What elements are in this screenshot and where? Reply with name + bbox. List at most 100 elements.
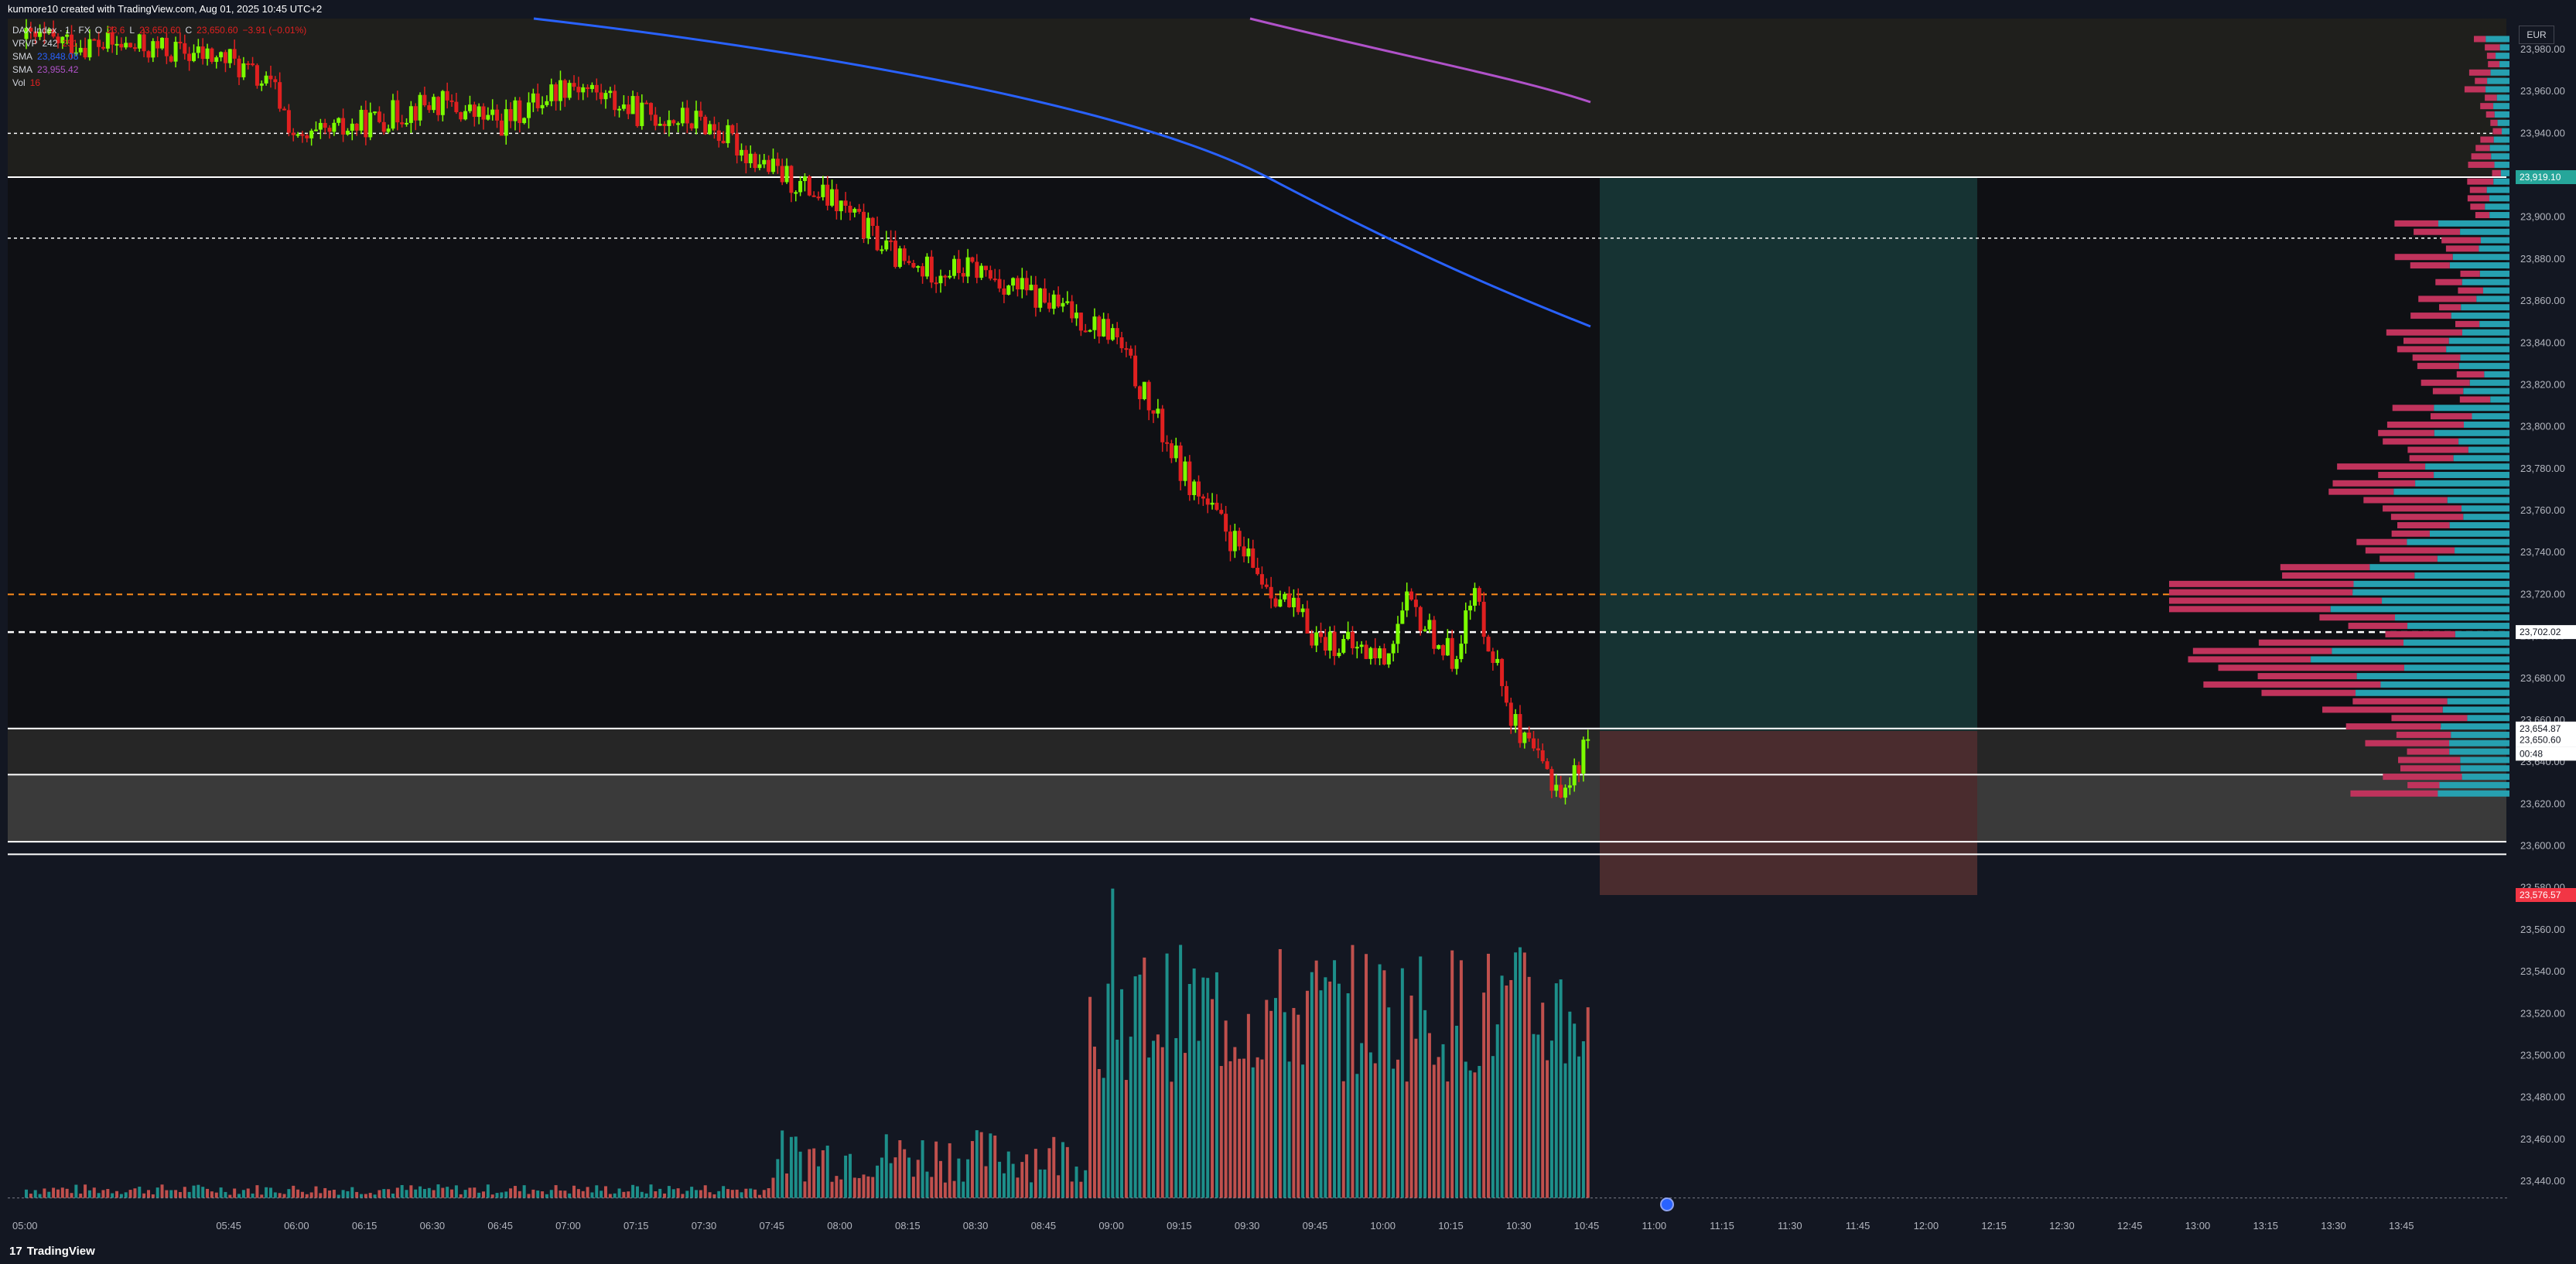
candle-body [101,46,105,49]
candle-body [653,114,658,126]
candle-body [770,159,775,173]
volume-bar [1256,1057,1259,1198]
volume-bar [1273,998,1277,1198]
candle-body [938,275,943,284]
volume-profile-bar-up [2453,455,2509,462]
symbol-label[interactable]: DAX Index · 1 · FX [12,25,91,36]
vrvp-value-b: 251 [62,38,78,49]
volume-bar [893,1157,897,1198]
volume-bar [87,1190,91,1198]
candle-body [1319,632,1324,637]
alert-marker-icon[interactable] [1660,1197,1674,1211]
candle-body [518,100,522,124]
candle-body [1540,750,1545,762]
candle-body [1011,278,1016,286]
volume-profile-bar-up [2455,630,2509,637]
volume-profile-bar-up [2425,463,2509,470]
volume-bar [1283,1012,1286,1198]
volume-bar [450,1189,454,1198]
time-tick-label: 08:30 [963,1220,989,1232]
legend-sma1-row[interactable]: SMA 23,848.08 [12,50,306,63]
volume-bar [952,1180,956,1198]
candle-body [1518,714,1522,743]
volume-bar [812,1148,816,1198]
candle-body [1070,301,1074,319]
candle-body [1359,644,1364,647]
candle-body [151,41,155,58]
volume-profile-bar-up [2494,111,2509,118]
candle-body [848,205,852,213]
candle-body [816,196,821,199]
candle-body [128,43,133,48]
volume-bar [617,1188,621,1198]
candle-body [440,91,445,115]
volume-profile-bar-up [2499,44,2509,51]
volume-profile-bar-down [2390,514,2464,521]
volume-profile-bar-down [2258,639,2403,646]
candle-body [1278,599,1283,607]
candle-body [1097,316,1102,336]
volume-bar [735,1189,739,1198]
candle-body [1006,285,1011,295]
candle-body [1228,531,1232,552]
price-tick-label: 23,480.00 [2520,1091,2565,1103]
volume-bar [545,1194,548,1198]
volume-bar [111,1193,114,1198]
volume-bar [871,1177,875,1198]
price-tick-label: 23,820.00 [2520,378,2565,390]
candle-body [753,153,757,169]
volume-profile-bar-down [2445,245,2479,252]
tradingview-logo[interactable]: 17 TradingView [9,1245,95,1258]
candle-body [716,130,721,142]
sma-price-label: 23,919.10 [2520,172,2561,183]
candle-body [1210,502,1215,505]
volume-bar [1432,1064,1436,1198]
volume-bar [857,1177,861,1198]
candle-body [169,56,173,62]
candle-body [857,209,862,212]
volume-profile-bar-up [2311,656,2509,663]
volume-bar [273,1192,277,1198]
candle-body [332,122,337,132]
candle-body [51,29,56,37]
volume-bar [916,1160,920,1198]
candle-body [1165,442,1170,444]
volume-profile-bar-up [2479,245,2509,252]
currency-button[interactable]: EUR [2519,26,2554,44]
candle-body [436,97,440,115]
candle-body [1124,348,1129,350]
candle-body [486,114,490,120]
candle-body [1092,316,1097,330]
volume-bar [595,1185,599,1198]
current-price-label: 23,650.60 [2520,734,2561,745]
candle-body [1513,714,1518,726]
candle-body [391,100,395,129]
candle-body [970,257,975,262]
legend-sma2-row[interactable]: SMA 23,955.42 [12,63,306,77]
time-tick-label: 13:30 [2321,1220,2346,1232]
volume-bar [1246,1013,1250,1198]
candle-body [1105,319,1110,340]
candle-body [1269,586,1273,599]
volume-bar [1541,1003,1545,1198]
legend-vol-row[interactable]: Vol 16 [12,77,306,90]
volume-bar [368,1193,372,1198]
volume-profile-bar-down [2385,630,2455,637]
price-tick-label: 23,720.00 [2520,588,2565,600]
volume-bar [56,1189,60,1198]
volume-bar [70,1193,73,1198]
candle-body [273,79,278,83]
legend-vrvp-row[interactable]: VRVP 242 251 [12,37,306,50]
volume-profile-bar-up [2438,220,2509,227]
volume-bar [1052,1136,1056,1198]
candle-body [870,217,875,226]
candle-body [1378,648,1382,659]
time-tick-label: 06:00 [284,1220,309,1232]
volume-profile-bar-down [2352,698,2448,705]
volume-bar [1301,1064,1305,1198]
candle-body [341,118,346,135]
volume-profile-bar-down [2398,757,2461,764]
candle-body [1332,631,1337,657]
volume-bar [821,1150,825,1198]
